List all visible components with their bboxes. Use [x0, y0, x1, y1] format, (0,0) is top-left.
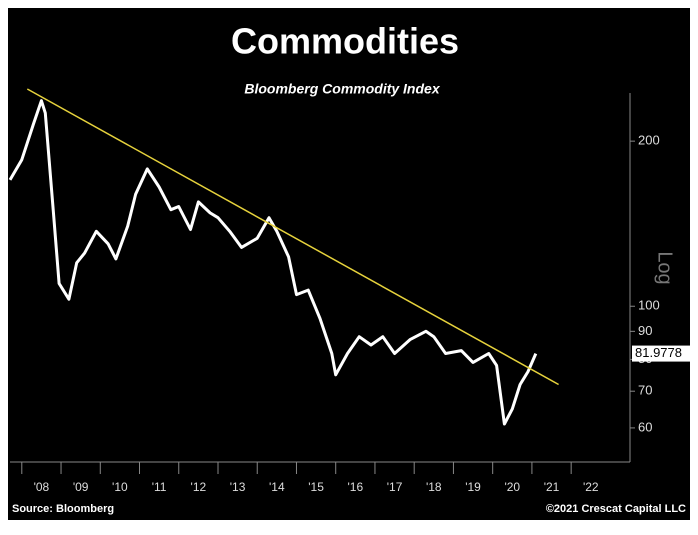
y-tick-label: 90	[638, 323, 652, 338]
x-tick-label: '09	[73, 480, 89, 494]
x-tick-label: '21	[544, 480, 560, 494]
x-tick-label: '22	[583, 480, 599, 494]
y-tick-label: 200	[638, 133, 660, 148]
chart-title: Commodities	[231, 21, 459, 62]
x-tick-label: '19	[465, 480, 481, 494]
x-tick-label: '16	[347, 480, 363, 494]
x-tick-label: '20	[504, 480, 520, 494]
y-tick-label: 100	[638, 298, 660, 313]
x-tick-label: '10	[112, 480, 128, 494]
y-tick-label: 60	[638, 419, 652, 434]
source: Source: Bloomberg	[12, 503, 114, 515]
y-tick-label: 70	[638, 383, 652, 398]
x-tick-label: '18	[426, 480, 442, 494]
x-tick-label: '11	[152, 480, 167, 494]
y-axis-label: Log	[654, 251, 676, 284]
x-tick-label: '13	[230, 480, 246, 494]
chart-subtitle: Bloomberg Commodity Index	[244, 81, 440, 97]
last-value-label: 81.9778	[635, 345, 682, 360]
x-tick-label: '12	[191, 480, 207, 494]
x-tick-label: '14	[269, 480, 285, 494]
x-tick-label: '15	[308, 480, 324, 494]
copyright: ©2021 Crescat Capital LLC	[546, 503, 686, 515]
last-value-box	[632, 345, 690, 362]
trend-line	[26, 88, 559, 386]
data-line	[8, 99, 538, 426]
x-tick-label: '17	[387, 480, 403, 494]
x-tick-label: '08	[34, 480, 50, 494]
chart-background	[8, 8, 690, 520]
